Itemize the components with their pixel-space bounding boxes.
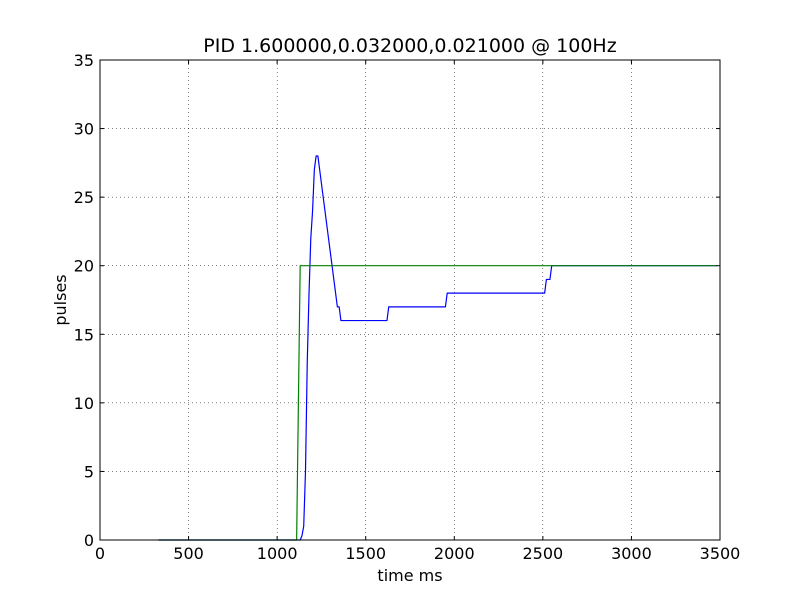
ticks: 0 500 1000 1500 2000 2500 3000 3500 0 5 10 15 20 25 30… (74, 51, 741, 563)
x-tick-label: 0 (95, 544, 105, 563)
x-tick-label: 2000 (434, 544, 475, 563)
y-tick-label: 20 (74, 257, 94, 276)
chart-title: PID 1.600000,0.032000,0.021000 @ 100Hz (203, 35, 616, 57)
x-tick-label: 3500 (700, 544, 741, 563)
y-tick-label: 5 (84, 462, 94, 481)
y-tick-label: 25 (74, 188, 94, 207)
plot-frame (99, 59, 721, 541)
x-tick-label: 3000 (611, 544, 652, 563)
x-tick-label: 500 (173, 544, 204, 563)
x-tick-label: 2500 (522, 544, 563, 563)
x-tick-label: 1000 (257, 544, 298, 563)
y-tick-label: 35 (74, 51, 94, 70)
y-tick-label: 10 (74, 394, 94, 413)
plot-area (100, 60, 720, 540)
y-tick-label: 30 (74, 120, 94, 139)
y-axis-label: pulses (51, 274, 70, 325)
y-tick-label: 15 (74, 325, 94, 344)
x-tick-label: 1500 (345, 544, 386, 563)
x-axis-label: time ms (377, 566, 442, 585)
y-tick-label: 0 (84, 531, 94, 550)
